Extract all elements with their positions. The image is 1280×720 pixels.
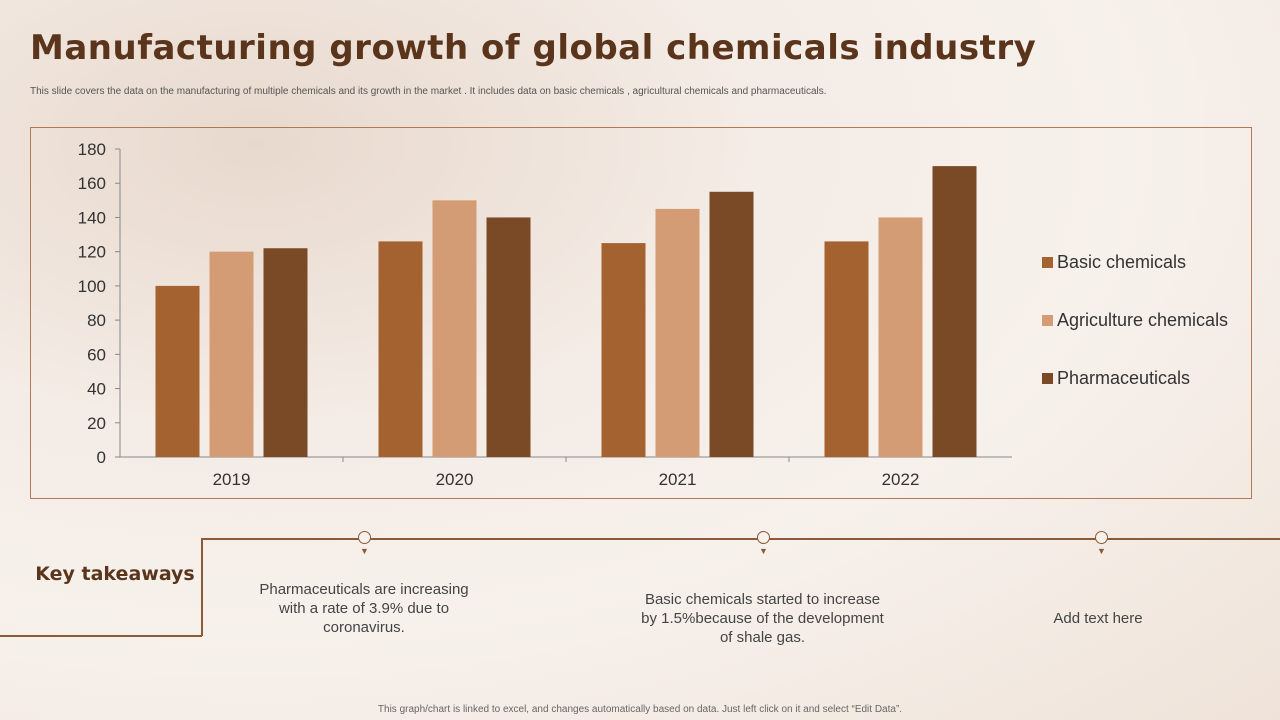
y-tick-label: 20 [87, 414, 106, 433]
bar-2021-2 [709, 191, 754, 457]
timeline-line [201, 538, 1280, 540]
x-tick-label: 2019 [213, 470, 251, 489]
bar-2019-1 [209, 251, 254, 457]
bar-2021-0 [601, 243, 646, 457]
legend: Basic chemicals Agriculture chemicals Ph… [1042, 248, 1228, 422]
x-tick-label: 2020 [436, 470, 474, 489]
legend-label: Basic chemicals [1057, 252, 1187, 272]
chart-frame [30, 127, 1252, 499]
y-tick-label: 40 [87, 380, 106, 399]
timeline-dot-icon [358, 531, 371, 544]
timeline-dot-icon [757, 531, 770, 544]
legend-label: Agriculture chemicals [1057, 310, 1229, 330]
legend-swatch [1042, 373, 1053, 384]
bar-2020-1 [432, 200, 477, 458]
y-tick-label: 140 [78, 208, 106, 227]
y-tick-label: 160 [78, 174, 106, 193]
y-tick-label: 80 [87, 311, 106, 330]
takeaway-text: Pharmaceuticals are increasing with a ra… [259, 581, 469, 636]
key-takeaways-label: Key takeaways [35, 563, 195, 585]
legend-item: Basic chemicals [1042, 248, 1228, 277]
bar-2021-1 [655, 208, 700, 457]
legend-item: Agriculture chemicals [1042, 306, 1228, 335]
chevron-down-icon: ▼ [759, 546, 768, 556]
bar-2022-2 [932, 166, 977, 457]
divider [201, 538, 203, 636]
timeline-dot-icon [1095, 531, 1108, 544]
y-tick-label: 120 [78, 243, 106, 262]
bar-2020-2 [486, 217, 531, 457]
y-tick-label: 0 [97, 448, 106, 467]
divider [0, 635, 202, 637]
takeaway-text: Basic chemicals started to increase by 1… [641, 591, 884, 646]
y-tick-label: 60 [87, 345, 106, 364]
footer-note: This graph/chart is linked to excel, and… [377, 704, 903, 715]
legend-item: Pharmaceuticals [1042, 364, 1228, 393]
bar-2022-1 [878, 217, 923, 457]
page-title: Manufacturing growth of global chemicals… [30, 28, 1037, 68]
legend-label: Pharmaceuticals [1057, 368, 1191, 388]
bar-2019-2 [263, 248, 308, 457]
bar-2020-0 [378, 241, 423, 457]
chevron-down-icon: ▼ [360, 546, 369, 556]
y-tick-label: 180 [78, 140, 106, 159]
subtitle: This slide covers the data on the manufa… [30, 86, 827, 97]
x-tick-label: 2022 [882, 470, 920, 489]
bar-2022-0 [824, 241, 869, 457]
chevron-down-icon: ▼ [1097, 546, 1106, 556]
legend-swatch [1042, 315, 1053, 326]
x-tick-label: 2021 [659, 470, 697, 489]
legend-swatch [1042, 257, 1053, 268]
takeaway-text: Add text here [1053, 610, 1143, 627]
bar-2019-0 [155, 285, 200, 457]
y-tick-label: 100 [78, 277, 106, 296]
